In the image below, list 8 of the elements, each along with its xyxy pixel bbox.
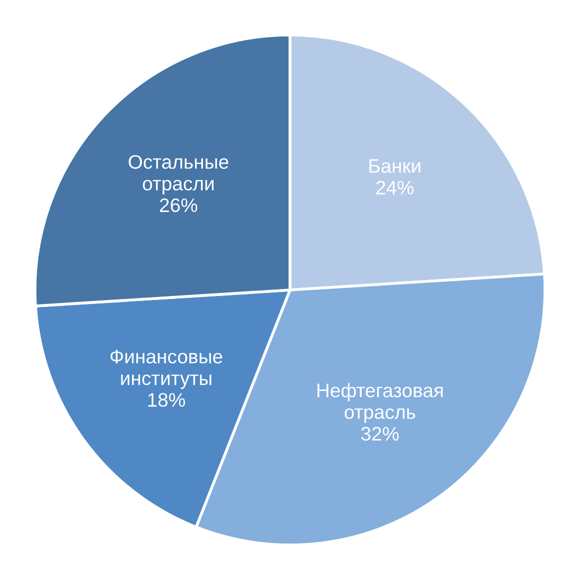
data-label: 32% (361, 426, 399, 441)
data-label: 26% (160, 198, 198, 212)
slice-label: Финансовые институты (110, 350, 222, 389)
slice-label: Банки (369, 159, 420, 173)
data-label: 24% (376, 180, 414, 194)
slice-label: Нефтегазовая отрасль (317, 383, 443, 423)
data-label: 18% (148, 393, 185, 407)
slice-label: Остальные отрасли (128, 155, 228, 194)
